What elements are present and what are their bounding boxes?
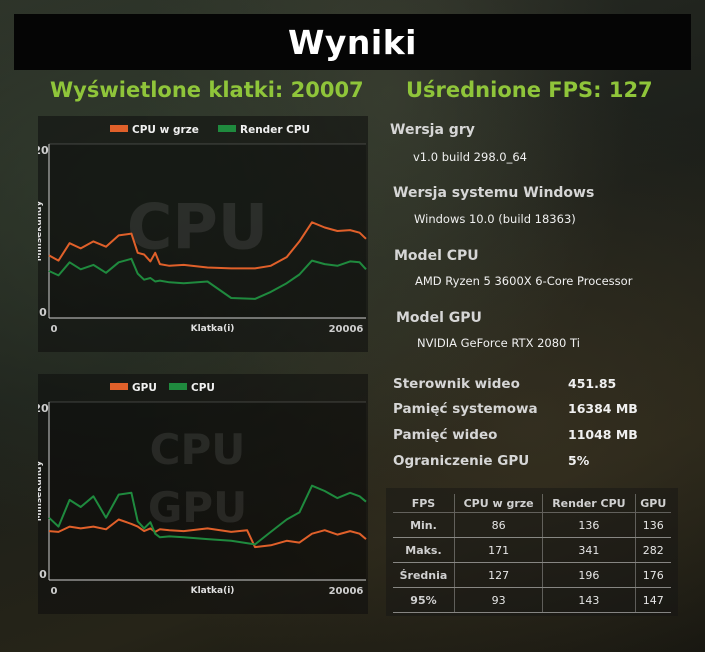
plot-area: [49, 144, 366, 318]
windows-version-value: Windows 10.0 (build 18363): [414, 212, 576, 226]
title-bar: Wyniki: [14, 14, 691, 70]
x-axis-label: Klatka(i): [191, 324, 235, 334]
cpu-model-value: AMD Ryzen 5 3600X 6-Core Processor: [415, 274, 633, 288]
legend-swatch-0: [110, 125, 128, 132]
gpu-chart: CPU GPU GPU CPU 20 00 20006 Klatka(i) Milisekund…: [38, 382, 367, 597]
plot-area: [49, 402, 366, 580]
cpu-chart-panel: CPU CPU w grze Render CPU 20 00 20006 Klatka(i…: [38, 116, 368, 352]
stats-cell: Min.: [393, 512, 455, 538]
video-memory-value: 11048 MB: [568, 427, 638, 442]
y-tick-label: 0: [39, 306, 47, 319]
gpu-model-label: Model GPU: [396, 310, 482, 326]
stats-row-max: Maks. 171 341 282: [393, 537, 671, 563]
x-tick-label: 20006: [329, 586, 364, 597]
stats-row-min: Min. 86 136 136: [393, 512, 671, 538]
video-driver-label: Sterownik wideo: [393, 376, 520, 392]
legend-swatch-1: [218, 125, 236, 132]
windows-version-label: Wersja systemu Windows: [393, 185, 595, 201]
stats-cell: 196: [542, 562, 636, 588]
x-tick-label: 0: [51, 324, 58, 335]
series-line-1: [48, 484, 367, 546]
stats-header-render-cpu: Render CPU: [542, 494, 636, 513]
stats-header-fps: FPS: [393, 494, 455, 513]
x-axis-label: Klatka(i): [191, 586, 235, 596]
video-driver-value: 451.85: [568, 376, 617, 391]
stats-cell: 136: [542, 512, 636, 538]
y-tick-label: 20: [38, 402, 49, 415]
system-memory-value: 16384 MB: [568, 401, 638, 416]
y-tick-label: 20: [38, 144, 49, 157]
y-axis-label: Milisekundy: [38, 200, 44, 261]
chart-watermark: CPU: [150, 425, 246, 474]
legend-label-1: Render CPU: [240, 124, 310, 136]
gpu-chart-panel: CPU GPU GPU CPU 20 00 20006 Klatka(i) Milisekund…: [38, 374, 368, 614]
legend-label-0: CPU w grze: [132, 124, 199, 136]
gpu-limit-label: Ograniczenie GPU: [393, 453, 530, 469]
stats-row-average: Średnia 127 196 176: [393, 562, 671, 588]
stats-cell: 147: [634, 587, 671, 613]
stats-header-row: FPS CPU w grze Render CPU GPU: [393, 494, 671, 513]
chart-watermark: GPU: [148, 483, 247, 532]
stats-cell: 95%: [393, 587, 455, 613]
system-memory-label: Pamięć systemowa: [393, 401, 538, 417]
stats-cell: 93: [453, 587, 543, 613]
game-version-label: Wersja gry: [390, 122, 475, 138]
frames-rendered: Wyświetlone klatki: 20007: [50, 78, 364, 102]
video-memory-label: Pamięć wideo: [393, 427, 498, 443]
legend-label-0: GPU: [132, 382, 157, 394]
cpu-model-label: Model CPU: [394, 248, 479, 264]
stats-header-gpu: GPU: [634, 494, 671, 513]
stats-cell: 341: [542, 537, 636, 563]
stats-header-cpu-game: CPU w grze: [453, 494, 543, 513]
stats-cell: 143: [542, 587, 636, 613]
cpu-chart: CPU CPU w grze Render CPU 20 00 20006 Klatka(i…: [38, 124, 367, 335]
series-line-0: [48, 518, 367, 549]
series-line-1: [48, 257, 367, 300]
stats-cell: 136: [634, 512, 671, 538]
gpu-model-value: NVIDIA GeForce RTX 2080 Ti: [417, 336, 580, 350]
legend-label-1: CPU: [191, 382, 215, 394]
stats-row-95: 95% 93 143 147: [393, 587, 671, 613]
stats-cell: 171: [453, 537, 543, 563]
x-tick-label: 20006: [329, 324, 364, 335]
legend-swatch-1: [169, 383, 187, 390]
x-tick-label: 0: [51, 586, 58, 597]
page-title: Wyniki: [288, 22, 417, 62]
chart-watermark: CPU: [127, 190, 268, 263]
stats-cell: Maks.: [393, 537, 455, 563]
y-tick-label: 0: [39, 568, 47, 581]
stats-cell: 86: [453, 512, 543, 538]
fps-stats-table: FPS CPU w grze Render CPU GPU Min. 86 13…: [393, 494, 671, 613]
stats-cell: 282: [634, 537, 671, 563]
series-line-0: [48, 221, 367, 270]
y-axis-label: Milisekundy: [38, 460, 44, 521]
stats-cell: Średnia: [393, 562, 455, 588]
legend-swatch-0: [110, 383, 128, 390]
stats-cell: 127: [453, 562, 543, 588]
stats-cell: 176: [634, 562, 671, 588]
gpu-limit-value: 5%: [568, 453, 590, 468]
average-fps: Uśrednione FPS: 127: [406, 78, 653, 102]
game-version-value: v1.0 build 298.0_64: [413, 150, 527, 164]
